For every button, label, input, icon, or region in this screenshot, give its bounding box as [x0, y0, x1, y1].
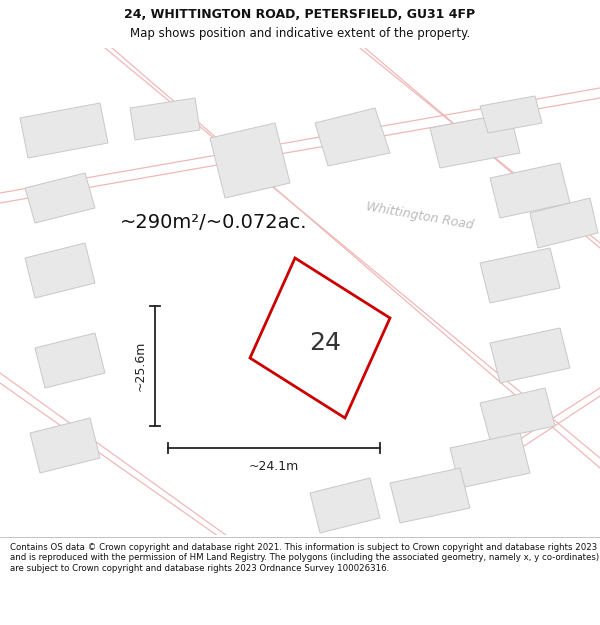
Text: Contains OS data © Crown copyright and database right 2021. This information is : Contains OS data © Crown copyright and d… — [10, 543, 599, 572]
Polygon shape — [130, 98, 200, 140]
Polygon shape — [25, 173, 95, 223]
Polygon shape — [20, 103, 108, 158]
Polygon shape — [450, 433, 530, 488]
Text: 24: 24 — [309, 331, 341, 355]
Text: ~25.6m: ~25.6m — [134, 341, 147, 391]
Polygon shape — [490, 328, 570, 383]
Polygon shape — [490, 163, 570, 218]
Polygon shape — [530, 198, 598, 248]
Polygon shape — [310, 478, 380, 533]
Polygon shape — [480, 96, 542, 133]
Polygon shape — [25, 243, 95, 298]
Polygon shape — [480, 248, 560, 303]
Text: 24, WHITTINGTON ROAD, PETERSFIELD, GU31 4FP: 24, WHITTINGTON ROAD, PETERSFIELD, GU31 … — [124, 8, 476, 21]
Polygon shape — [210, 123, 290, 198]
Text: ~24.1m: ~24.1m — [249, 460, 299, 473]
Polygon shape — [35, 333, 105, 388]
Polygon shape — [250, 258, 390, 418]
Polygon shape — [390, 468, 470, 523]
Polygon shape — [30, 418, 100, 473]
Text: Map shows position and indicative extent of the property.: Map shows position and indicative extent… — [130, 28, 470, 41]
Polygon shape — [430, 113, 520, 168]
Polygon shape — [315, 108, 390, 166]
Polygon shape — [480, 388, 555, 440]
Text: Whittington Road: Whittington Road — [365, 200, 475, 232]
Text: ~290m²/~0.072ac.: ~290m²/~0.072ac. — [120, 214, 308, 232]
